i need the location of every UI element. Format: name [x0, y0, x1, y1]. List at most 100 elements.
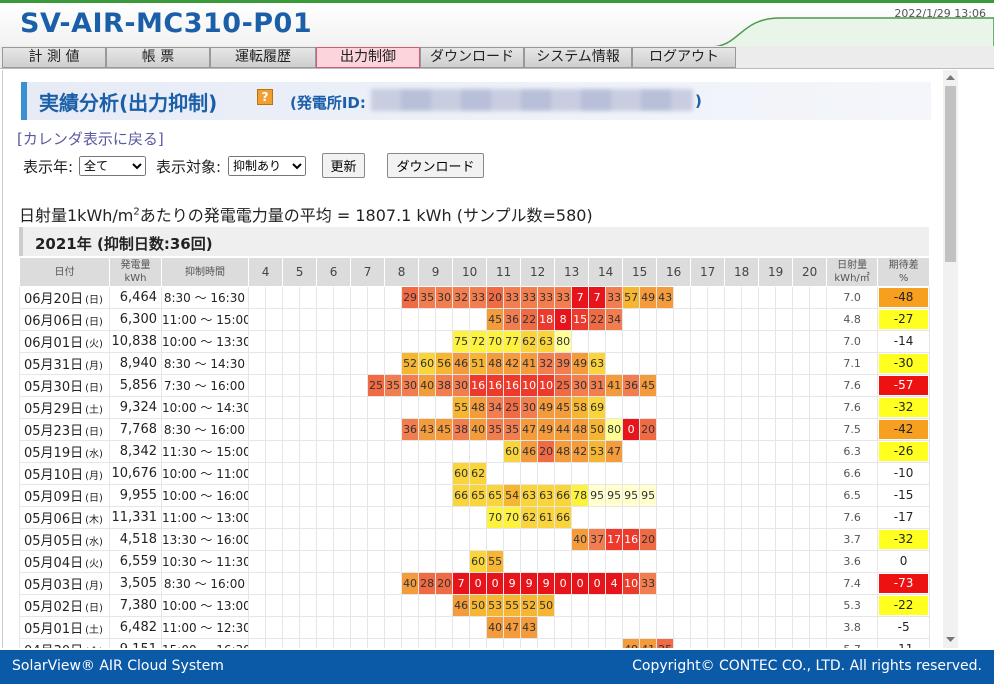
empty-cell	[639, 550, 658, 573]
empty-cell	[741, 638, 760, 648]
empty-cell	[741, 484, 760, 507]
empty-cell	[724, 286, 743, 309]
suppression-cell: 70	[486, 506, 505, 529]
empty-cell	[605, 616, 624, 639]
scroll-down[interactable]	[946, 637, 955, 643]
nav-tab[interactable]: 出力制御	[316, 47, 420, 68]
empty-cell	[639, 396, 658, 419]
empty-cell	[316, 462, 335, 485]
time-cell: 11:00 ～ 15:00	[161, 308, 249, 331]
empty-cell	[639, 616, 658, 639]
empty-cell	[418, 396, 437, 419]
empty-cell	[435, 308, 454, 331]
table-row: 06月20日 (日) 6,464 8:30 ～ 16:30 29 35 30 32 33 20 33…	[19, 286, 931, 309]
suppression-cell: 60	[469, 550, 488, 573]
empty-cell	[299, 352, 318, 375]
header-irradiance-line: kWh/㎡	[834, 273, 870, 284]
empty-cell	[554, 550, 573, 573]
back-link[interactable]: [カレンダ表示に戻る]	[17, 130, 164, 148]
empty-cell	[622, 594, 641, 617]
suppression-cell: 55	[486, 550, 505, 573]
update-button[interactable]: 更新	[322, 153, 365, 178]
empty-cell	[264, 462, 284, 485]
suppression-cell: 53	[486, 594, 505, 617]
empty-cell	[452, 506, 471, 529]
empty-cell	[316, 374, 335, 397]
empty-cell	[690, 550, 709, 573]
empty-cell	[622, 616, 641, 639]
empty-cell	[707, 286, 726, 309]
nav-tab[interactable]: システム情報	[524, 47, 632, 68]
empty-cell	[605, 638, 624, 648]
diff-value: -32	[879, 530, 929, 549]
nav-tab[interactable]: ログアウト	[632, 47, 736, 68]
header-kwh-line: kWh	[124, 273, 147, 284]
scroll-thumb[interactable]	[945, 86, 956, 262]
empty-cell	[673, 462, 692, 485]
irradiance-cell: 6.6	[826, 462, 879, 485]
empty-cell	[384, 352, 403, 375]
empty-cell	[588, 330, 607, 353]
diff-value: -42	[879, 420, 929, 439]
header-hour: 5	[282, 257, 318, 287]
suppression-cell: 95	[622, 484, 641, 507]
suppression-cell: 48	[469, 396, 488, 419]
empty-cell	[384, 594, 403, 617]
empty-cell	[571, 330, 590, 353]
diff-cell: -32	[877, 396, 931, 419]
empty-cell	[401, 594, 420, 617]
suppression-cell: 32	[452, 286, 471, 309]
section-title: 実績分析(出力抑制)	[39, 91, 218, 115]
suppression-cell: 25	[367, 374, 386, 397]
empty-cell	[775, 528, 794, 551]
header-hour: 13	[554, 257, 590, 287]
empty-cell	[486, 440, 505, 463]
date: 05月19日	[24, 446, 84, 461]
table-row: 05月10日 (月) 10,676 10:00 ～ 11:00 60 62 6.6 -10	[19, 462, 931, 485]
empty-cell	[282, 572, 301, 595]
suppression-cell: 16	[622, 528, 641, 551]
nav-tab[interactable]: ダウンロード	[420, 47, 524, 68]
diff-cell: -42	[877, 418, 931, 441]
empty-cell	[299, 528, 318, 551]
empty-cell	[775, 550, 794, 573]
empty-cell	[724, 594, 743, 617]
year-select[interactable]: 全て	[79, 156, 146, 176]
empty-cell	[775, 484, 794, 507]
empty-cell	[792, 528, 811, 551]
empty-cell	[367, 638, 386, 648]
nav-tab[interactable]: 計 測 値	[2, 47, 106, 68]
plant-id-label: (発電所ID:	[290, 94, 366, 112]
nav-tab[interactable]: 帳 票	[106, 47, 210, 68]
empty-cell	[673, 330, 692, 353]
date: 05月31日	[24, 358, 84, 373]
header-hour: 14	[588, 257, 624, 287]
help-icon[interactable]: ?	[257, 89, 273, 105]
empty-cell	[469, 440, 488, 463]
empty-cell	[775, 418, 794, 441]
empty-cell	[792, 462, 811, 485]
date: 06月06日	[24, 314, 84, 329]
empty-cell	[248, 308, 266, 331]
empty-cell	[741, 352, 760, 375]
scroll-up[interactable]	[946, 75, 955, 81]
empty-cell	[690, 594, 709, 617]
irradiance-cell: 7.1	[826, 352, 879, 375]
empty-cell	[741, 330, 760, 353]
irradiance-cell: 3.7	[826, 528, 879, 551]
empty-cell	[384, 616, 403, 639]
nav-tab[interactable]: 運転履歴	[210, 47, 316, 68]
empty-cell	[401, 528, 420, 551]
diff-value: -17	[893, 510, 914, 524]
diff-value: -26	[879, 442, 929, 461]
date: 05月10日	[24, 468, 84, 483]
suppression-cell: 40	[469, 418, 488, 441]
target-select[interactable]: 抑制あり	[228, 156, 306, 176]
empty-cell	[333, 528, 352, 551]
scrollbar[interactable]	[943, 70, 958, 648]
suppression-cell: 43	[656, 286, 675, 309]
empty-cell	[571, 594, 590, 617]
plant-id-close: )	[695, 92, 702, 110]
download-button[interactable]: ダウンロード	[387, 153, 484, 178]
header-diff: 期待差%	[877, 257, 931, 287]
